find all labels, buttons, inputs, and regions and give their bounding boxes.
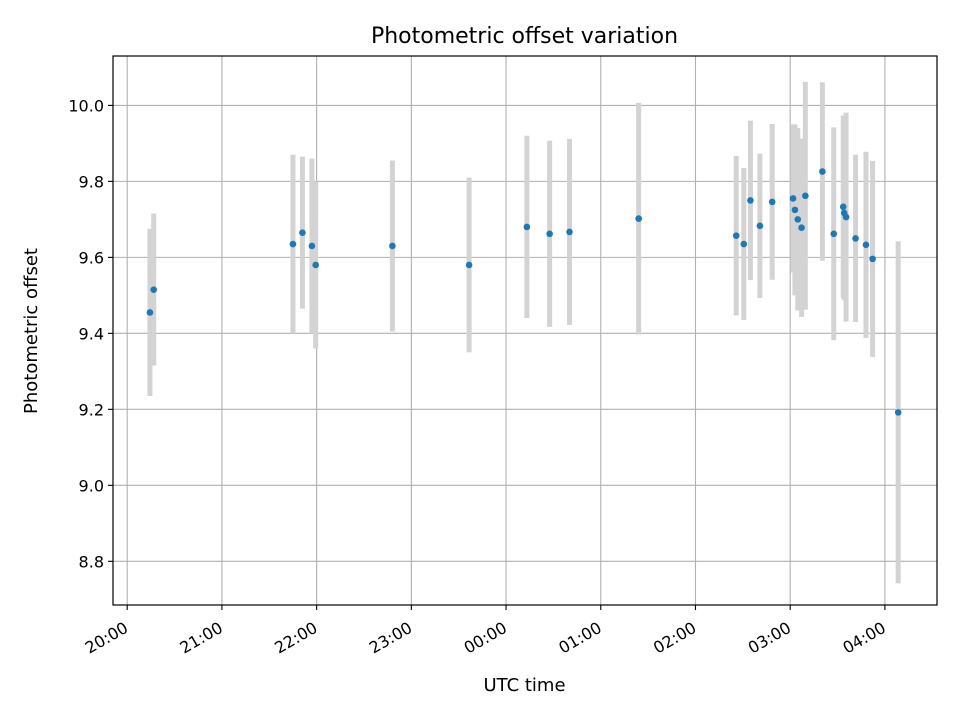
x-axis-label: UTC time [483, 675, 565, 696]
data-point [146, 309, 154, 316]
y-tick-label: 9.6 [79, 248, 104, 267]
data-point [768, 198, 776, 206]
data-point [289, 240, 297, 248]
chart-title: Photometric offset variation [371, 24, 678, 49]
data-point [830, 230, 838, 238]
data-point [732, 232, 740, 240]
data-point [839, 203, 847, 211]
data-point [862, 241, 870, 249]
data-point [465, 261, 473, 269]
tick-layer: 20:00 21:00 22:00 23:00 00:00 01:00 02:00 03:00… [68, 96, 889, 657]
data-point [791, 206, 799, 214]
data-point [740, 240, 748, 248]
data-point [635, 215, 642, 222]
data-point [852, 235, 859, 242]
y-tick-label: 9.8 [79, 172, 104, 191]
y-axis-label: Photometric offset [21, 248, 42, 414]
data-point [842, 213, 850, 221]
y-tick-label: 9.0 [79, 476, 104, 495]
point-layer [146, 168, 902, 416]
data-point [756, 222, 764, 230]
data-point [794, 216, 802, 223]
data-point [546, 230, 553, 238]
y-tick-label: 8.8 [79, 552, 104, 571]
data-point [747, 197, 754, 204]
data-point [869, 255, 876, 263]
y-tick-label: 9.2 [79, 400, 104, 419]
y-tick-label: 9.4 [79, 324, 104, 343]
data-point [894, 409, 902, 416]
data-point [566, 228, 573, 236]
plot-frame [112, 55, 938, 606]
y-tick-label: 10.0 [68, 96, 104, 115]
data-point [819, 168, 826, 175]
data-point [312, 261, 319, 269]
data-point [299, 229, 306, 236]
data-point [389, 242, 396, 250]
data-point [308, 242, 316, 250]
data-point [802, 192, 809, 200]
data-point [150, 286, 158, 293]
data-point [789, 195, 797, 202]
data-point [523, 223, 531, 231]
data-point [798, 224, 805, 232]
